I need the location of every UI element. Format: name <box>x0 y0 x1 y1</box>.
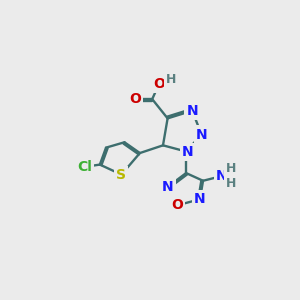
Text: N: N <box>216 169 227 183</box>
Text: S: S <box>116 168 126 182</box>
Text: N: N <box>186 104 198 118</box>
Text: O: O <box>129 92 141 106</box>
Text: N: N <box>196 128 207 142</box>
Text: O: O <box>171 198 183 212</box>
Text: O: O <box>153 77 165 91</box>
Text: N: N <box>194 192 206 206</box>
Text: N: N <box>162 180 173 194</box>
Text: H: H <box>166 74 176 86</box>
Text: Cl: Cl <box>77 160 92 174</box>
Text: H: H <box>226 162 236 175</box>
Text: H: H <box>226 177 236 190</box>
Text: N: N <box>182 145 194 159</box>
